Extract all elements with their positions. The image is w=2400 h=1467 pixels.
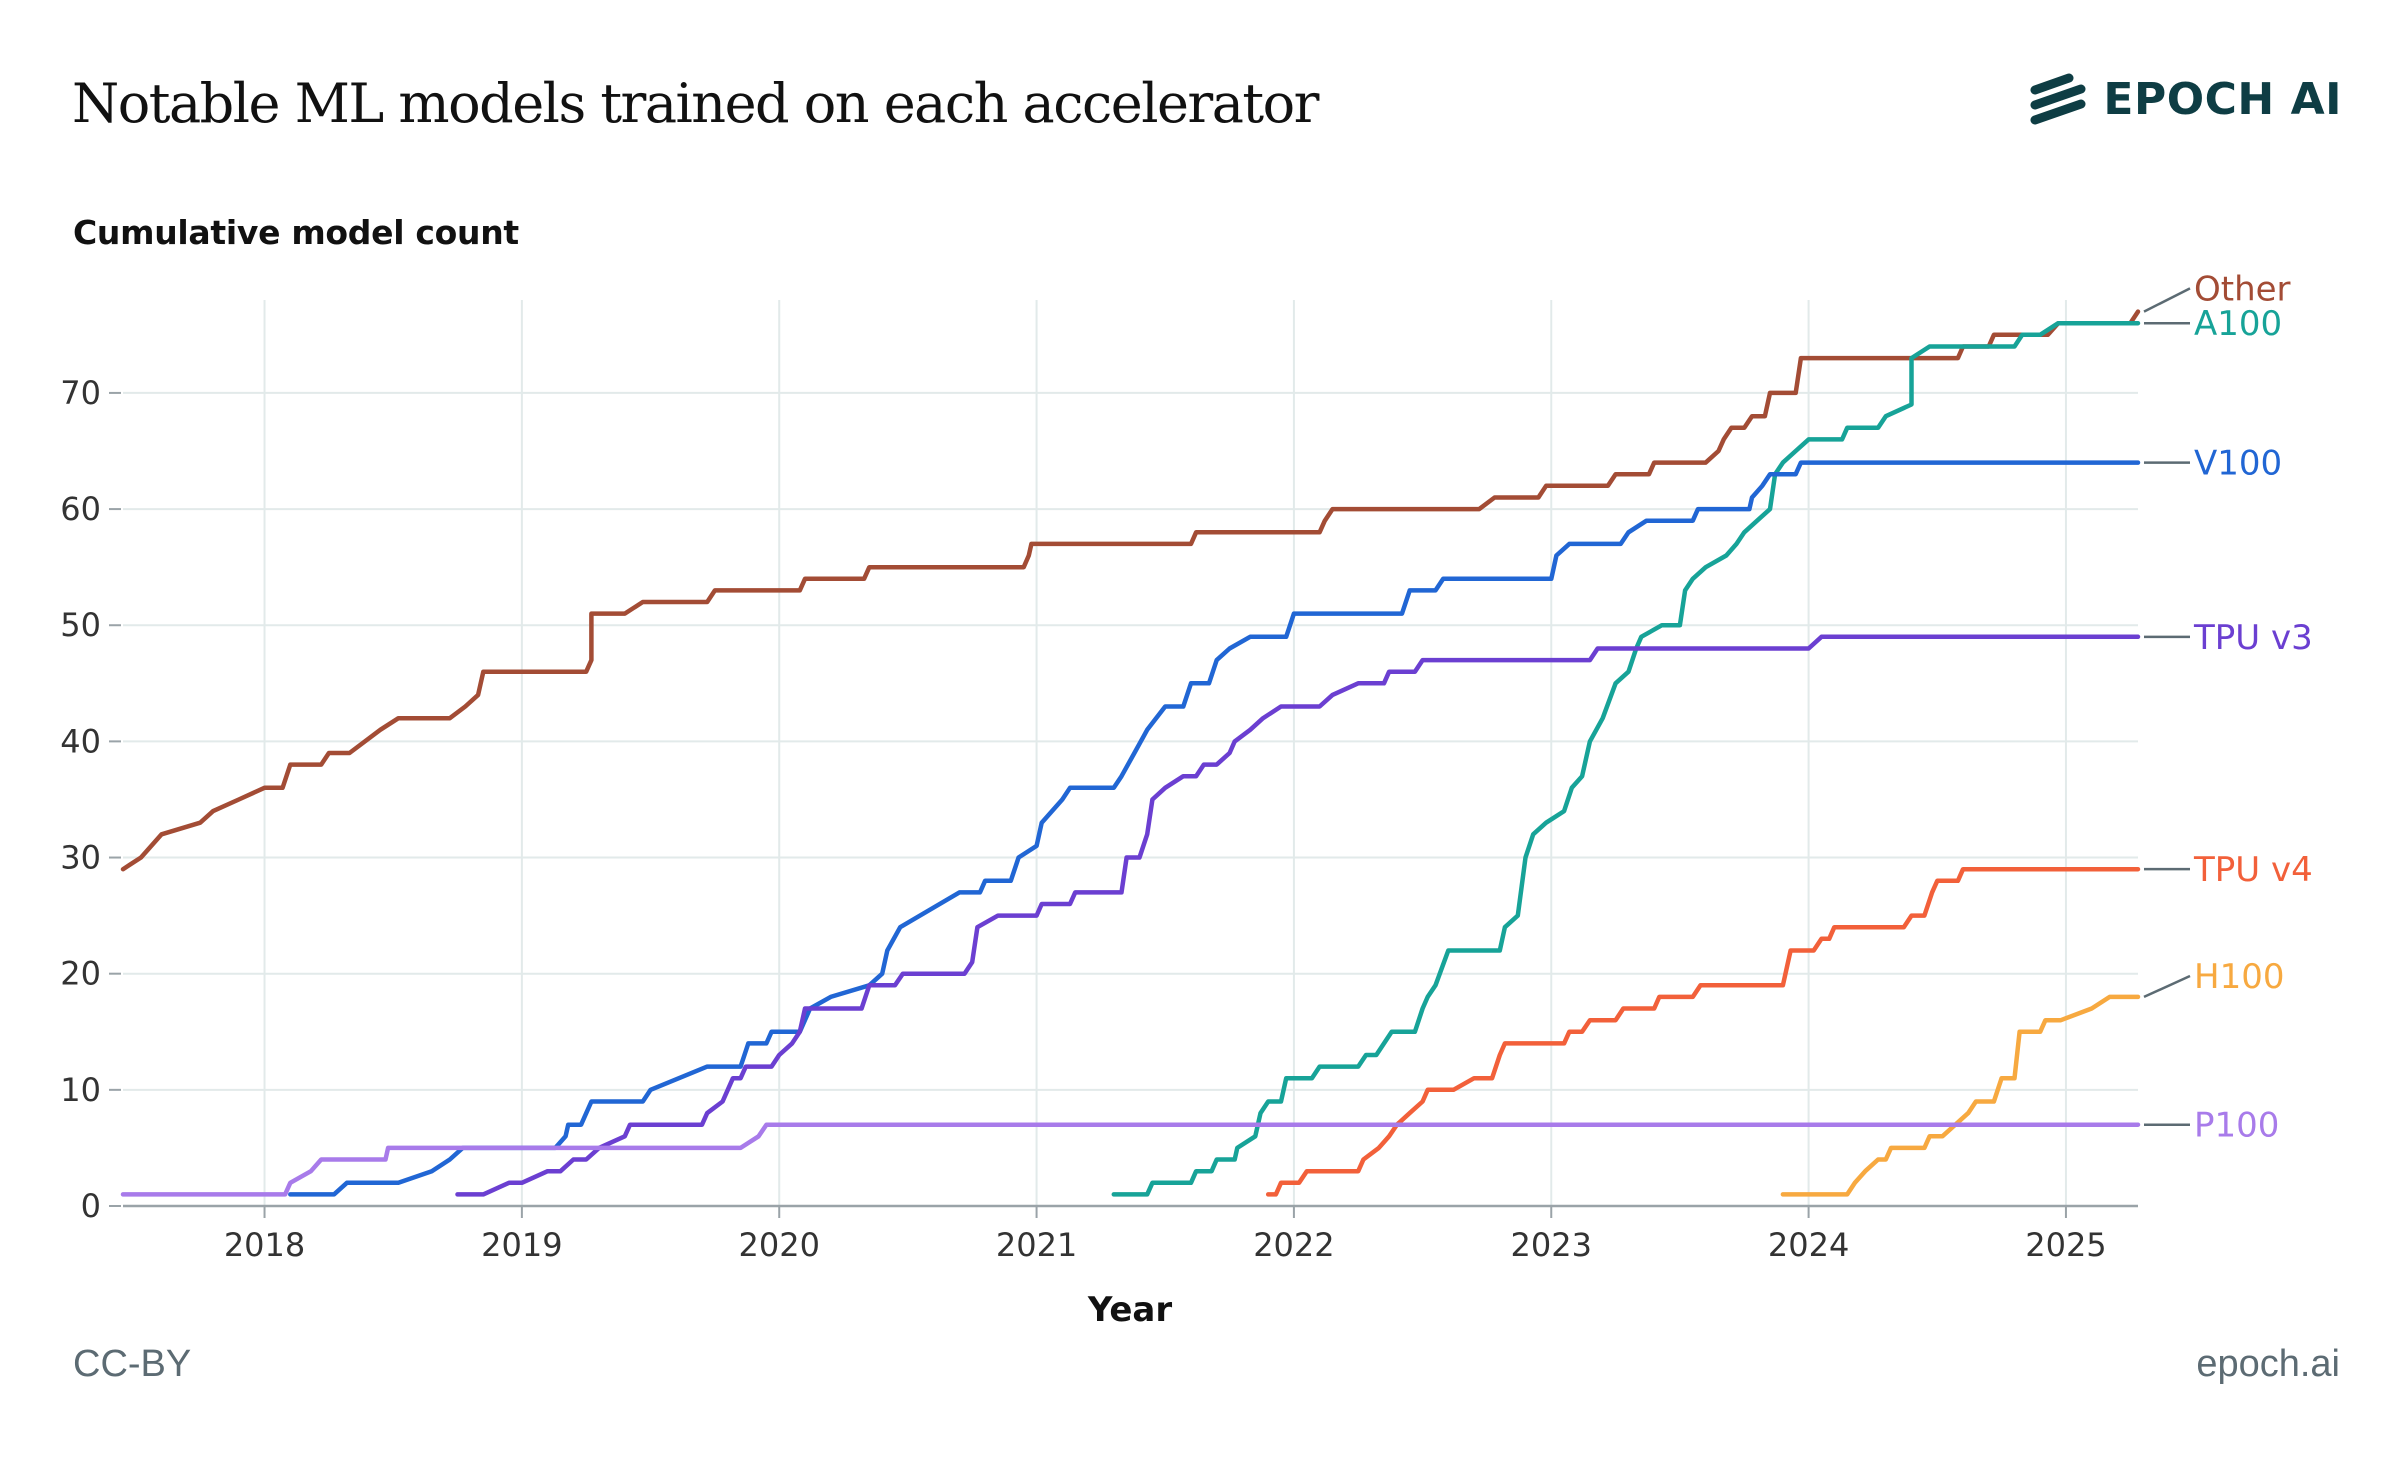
series-line-p100 — [120, 1122, 2141, 1197]
series-label-tpu-v4: TPU v4 — [2193, 850, 2313, 890]
series-label-other: Other — [2194, 269, 2291, 309]
axes: 2018 2019 2020 2021 2022 2023 2024 2025 0 10 20 30 4… — [60, 374, 2138, 1264]
epoch-logo-icon — [2030, 73, 2086, 125]
x-tick-label: 2018 — [224, 1226, 305, 1264]
series-label-tpu-v3: TPU v3 — [2193, 618, 2313, 658]
x-axis-title: Year — [1087, 1290, 1173, 1330]
x-tick-label: 2022 — [1253, 1226, 1334, 1264]
chart-title: Notable ML models trained on each accele… — [72, 72, 1319, 135]
y-tick-label: 60 — [60, 490, 101, 528]
y-tick-label: 70 — [60, 374, 101, 412]
epoch-ai-logo[interactable]: EPOCH AI — [2029, 70, 2342, 128]
x-tick-label: 2019 — [481, 1226, 562, 1264]
series-label-a100: A100 — [2194, 304, 2282, 344]
y-tick-label: 30 — [60, 839, 101, 877]
series-line-a100 — [1111, 320, 2141, 1197]
series-line-h100 — [1780, 994, 2141, 1197]
series-line-other — [120, 309, 2141, 872]
series-line-v100 — [288, 460, 2141, 1197]
x-tick-label: 2025 — [2025, 1226, 2106, 1264]
y-tick-label: 10 — [60, 1071, 101, 1109]
y-tick-label: 40 — [60, 722, 101, 760]
leader-line-other — [2143, 287, 2191, 313]
series-label-v100: V100 — [2194, 444, 2282, 484]
x-tick-label: 2023 — [1511, 1226, 1592, 1264]
leader-line-h100 — [2143, 974, 2191, 999]
x-tick-label: 2020 — [739, 1226, 820, 1264]
y-tick-label: 50 — [60, 606, 101, 644]
series-label-h100: H100 — [2194, 957, 2284, 997]
x-tick-label: 2021 — [996, 1226, 1077, 1264]
series-label-p100: P100 — [2194, 1106, 2279, 1146]
y-tick-label: 20 — [60, 955, 101, 993]
series-lines — [120, 309, 2141, 1197]
series-line-tpu-v3 — [455, 634, 2141, 1197]
gridlines — [123, 300, 2138, 1206]
license-label: CC-BY — [73, 1343, 192, 1385]
y-tick-label: 0 — [81, 1187, 101, 1225]
logo-wordmark: EPOCH AI — [2103, 73, 2342, 125]
series-line-tpu-v4 — [1265, 866, 2141, 1197]
site-link[interactable]: epoch.ai — [2196, 1343, 2340, 1385]
y-axis-title: Cumulative model count — [73, 213, 519, 252]
x-tick-label: 2024 — [1768, 1226, 1849, 1264]
